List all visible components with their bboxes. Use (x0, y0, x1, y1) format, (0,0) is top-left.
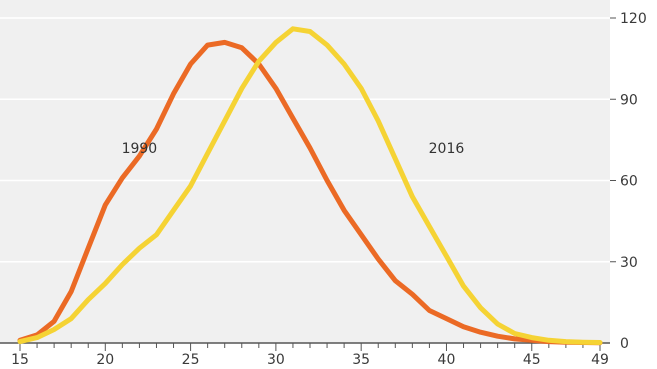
y-tick-label-90: 90 (620, 92, 638, 108)
x-tick-label-49: 49 (591, 352, 609, 368)
y-tick-label-120: 120 (620, 11, 647, 27)
x-axis (0, 17, 616, 351)
series-line-1990 (17, 39, 603, 346)
x-tick-label-30: 30 (267, 352, 285, 368)
y-tick-label-30: 30 (620, 255, 638, 271)
x-tick-label-15: 15 (11, 352, 29, 368)
y-tick-label-0: 0 (620, 336, 629, 352)
x-tick-label-35: 35 (352, 352, 370, 368)
x-tick-label-45: 45 (523, 352, 541, 368)
grid-lines (0, 17, 610, 263)
series-line-2016 (17, 26, 603, 345)
labels: 0 30 60 90 120 15 20 25 30 35 40 45 49 1990 2016 (11, 11, 647, 368)
x-tick-label-25: 25 (182, 352, 200, 368)
series-label-1990: 1990 (122, 141, 158, 157)
x-tick-label-20: 20 (96, 352, 114, 368)
y-tick-label-60: 60 (620, 174, 638, 190)
series-lines (17, 26, 603, 346)
series-label-2016: 2016 (429, 141, 465, 157)
plot-background (0, 0, 610, 343)
x-tick-label-40: 40 (438, 352, 456, 368)
